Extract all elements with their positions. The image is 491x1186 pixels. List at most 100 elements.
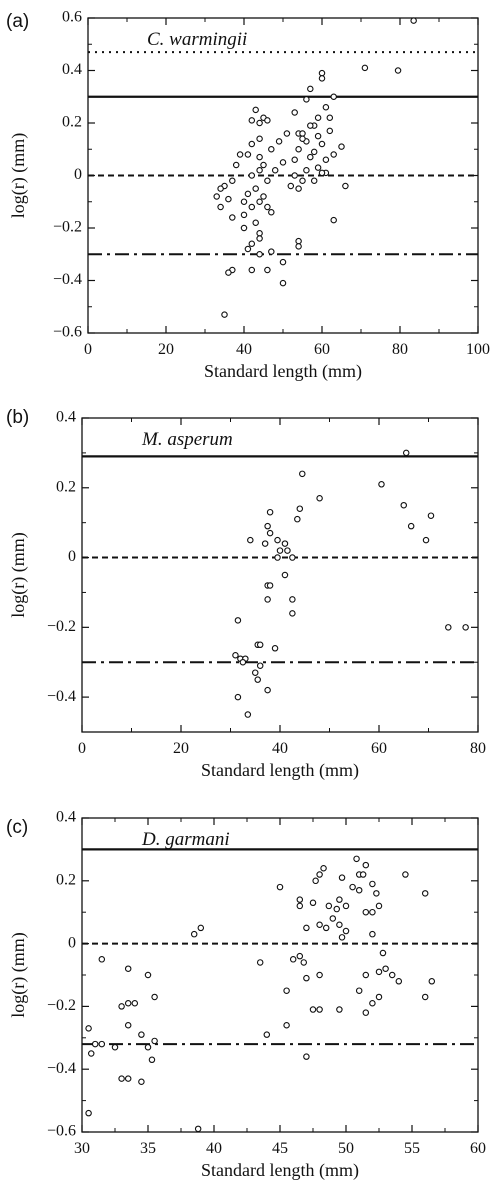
- data-point: [309, 1006, 317, 1013]
- data-point: [268, 248, 275, 255]
- data-point: [362, 908, 370, 916]
- data-point: [221, 311, 228, 318]
- x-tick-label: 20: [158, 341, 174, 358]
- data-point: [244, 190, 252, 198]
- data-point: [338, 874, 346, 881]
- data-point: [362, 1009, 370, 1016]
- y-tick-label: 0.2: [56, 871, 76, 888]
- data-point: [325, 902, 333, 910]
- y-tick-label: −0.4: [47, 688, 76, 705]
- data-point: [462, 624, 469, 631]
- x-tick-label: 35: [140, 1140, 156, 1157]
- x-tick-label: 40: [206, 1140, 222, 1157]
- data-point: [252, 219, 259, 227]
- data-point: [369, 880, 376, 888]
- data-point: [295, 185, 302, 192]
- data-point: [326, 127, 334, 135]
- data-point: [299, 470, 306, 478]
- data-point: [369, 908, 376, 916]
- data-point: [131, 1000, 139, 1007]
- data-point: [271, 167, 279, 174]
- y-tick-label: 0.6: [62, 9, 82, 26]
- x-tick-label: 60: [371, 740, 387, 757]
- panel-label: (b): [6, 407, 29, 428]
- data-point: [375, 968, 383, 976]
- data-point: [266, 508, 274, 516]
- data-point: [333, 905, 341, 913]
- data-point: [318, 69, 326, 77]
- data-point: [303, 1053, 310, 1060]
- data-point: [362, 971, 370, 979]
- data-point: [225, 195, 232, 203]
- data-point: [232, 161, 240, 169]
- data-point: [98, 956, 106, 963]
- data-point: [234, 693, 242, 701]
- data-point: [353, 855, 360, 863]
- data-point: [395, 978, 403, 985]
- data-point: [394, 67, 402, 74]
- data-point: [124, 1075, 132, 1082]
- data-point: [428, 978, 436, 985]
- species-name: M. asperum: [141, 429, 233, 450]
- data-point: [213, 193, 220, 200]
- x-tick-label: 100: [466, 341, 490, 358]
- data-point: [91, 1040, 99, 1048]
- data-point: [388, 971, 396, 979]
- y-axis-label: log(r) (mm): [8, 932, 29, 1017]
- data-point: [303, 167, 310, 174]
- x-tick-label: 60: [314, 341, 330, 358]
- data-point: [307, 85, 314, 93]
- data-point: [264, 686, 271, 694]
- x-tick-label: 20: [173, 740, 189, 757]
- data-point: [279, 279, 287, 287]
- data-point: [252, 669, 259, 676]
- data-point: [400, 501, 407, 509]
- data-point: [279, 159, 287, 166]
- species-name: D. garmani: [141, 829, 230, 850]
- y-tick-label: −0.6: [47, 1123, 76, 1140]
- data-point: [232, 651, 239, 659]
- data-point: [248, 240, 256, 248]
- data-point: [264, 203, 271, 211]
- data-point: [217, 203, 224, 211]
- data-point: [281, 571, 289, 579]
- chart-panel-c: (c) D. garmani 30 35 40 45 50 55 60 −0.6 −0.4 −0.2 0…: [6, 809, 486, 1181]
- y-tick-label: 0: [68, 548, 76, 565]
- data-point: [421, 993, 429, 1001]
- y-tick-label: 0: [68, 934, 76, 951]
- data-point: [268, 146, 275, 153]
- data-point: [291, 109, 298, 116]
- data-point: [144, 971, 152, 979]
- data-point: [307, 153, 314, 161]
- y-tick-label: −0.4: [53, 271, 82, 288]
- data-point: [402, 449, 410, 457]
- y-tick-label: 0.4: [56, 409, 76, 426]
- data-point: [138, 1031, 145, 1038]
- data-point: [330, 93, 337, 101]
- data-point: [260, 161, 267, 169]
- y-tick-label: −0.2: [47, 618, 76, 635]
- data-point: [85, 1025, 92, 1032]
- data-point: [369, 930, 376, 938]
- data-point: [310, 148, 318, 156]
- x-tick-label: 60: [470, 1140, 486, 1157]
- data-point: [264, 266, 271, 274]
- data-point: [421, 890, 429, 897]
- data-point: [271, 645, 279, 652]
- y-tick-label: −0.2: [47, 997, 76, 1014]
- x-tick-label: 55: [404, 1140, 420, 1157]
- x-tick-label: 80: [392, 341, 408, 358]
- data-point: [336, 921, 343, 929]
- data-point: [322, 924, 330, 932]
- data-point: [336, 896, 343, 903]
- x-tick-label: 30: [74, 1140, 90, 1157]
- data-point: [85, 1109, 92, 1117]
- x-axis-label: Standard length (mm): [204, 361, 362, 382]
- species-name: C. warmingii: [147, 29, 247, 50]
- data-point: [291, 172, 298, 179]
- data-point: [299, 135, 306, 143]
- data-point: [256, 153, 263, 161]
- data-point: [234, 617, 242, 624]
- data-point: [276, 547, 284, 554]
